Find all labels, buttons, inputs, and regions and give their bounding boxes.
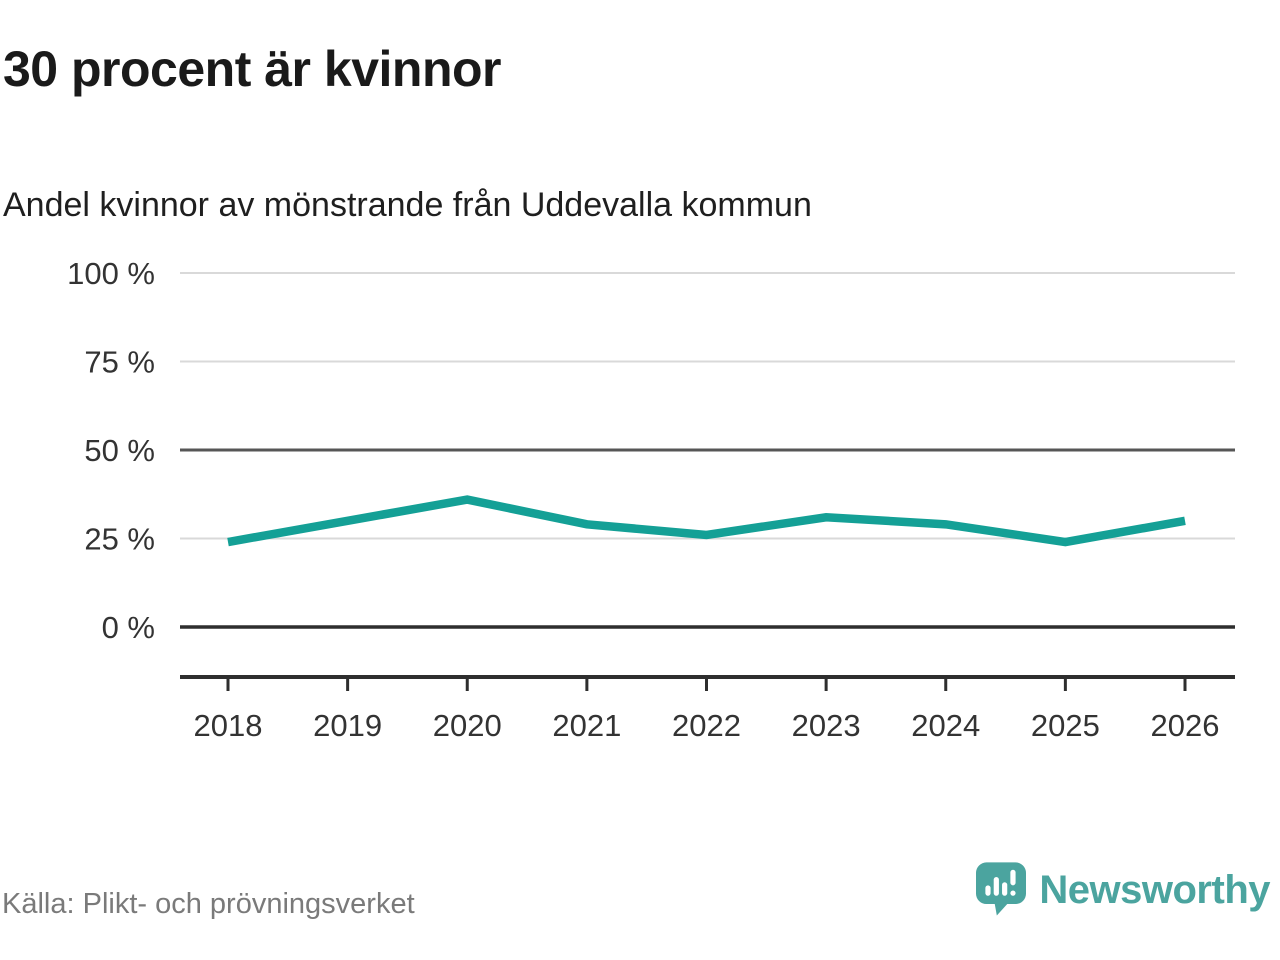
- newsworthy-wordmark: Newsworthy: [1039, 867, 1270, 912]
- y-axis-label-50: 50 %: [84, 433, 155, 468]
- bar-small: [985, 885, 991, 896]
- exclamation-bar: [1010, 869, 1016, 886]
- x-axis-label-2025: 2025: [1031, 708, 1100, 743]
- newsworthy-logo: Newsworthy: [976, 862, 1270, 918]
- bar-medium: [1002, 882, 1008, 896]
- x-axis-label-2026: 2026: [1151, 708, 1220, 743]
- chart-subtitle: Andel kvinnor av mönstrande från Uddeval…: [3, 186, 812, 224]
- speech-bubble-bar-chart-icon: [976, 862, 1027, 916]
- y-axis-label-25: 25 %: [84, 522, 155, 557]
- source-caption: Källa: Plikt- och prövningsverket: [2, 888, 415, 920]
- y-axis-label-75: 75 %: [84, 345, 155, 380]
- x-axis-label-2020: 2020: [433, 708, 502, 743]
- exclamation-dot: [1010, 890, 1016, 896]
- page-title: 30 procent är kvinnor: [3, 41, 502, 97]
- x-axis-label-2023: 2023: [792, 708, 861, 743]
- speech-bubble-shape: [976, 862, 1027, 916]
- x-axis-label-2019: 2019: [313, 708, 382, 743]
- x-axis-label-2021: 2021: [552, 708, 621, 743]
- bar-tall: [994, 876, 1000, 896]
- line-chart: 0 % 25 % 50 % 75 % 100 % 2018 2019 2020 2021 2022…: [67, 256, 1235, 743]
- y-axis-label-0: 0 %: [102, 610, 155, 645]
- x-axis-label-2018: 2018: [194, 708, 263, 743]
- data-line-Andel kvinnor av mönstrande: [227, 495, 1186, 547]
- y-axis-label-100: 100 %: [67, 256, 155, 291]
- x-axis-label-2022: 2022: [672, 708, 741, 743]
- x-axis-label-2024: 2024: [911, 708, 980, 743]
